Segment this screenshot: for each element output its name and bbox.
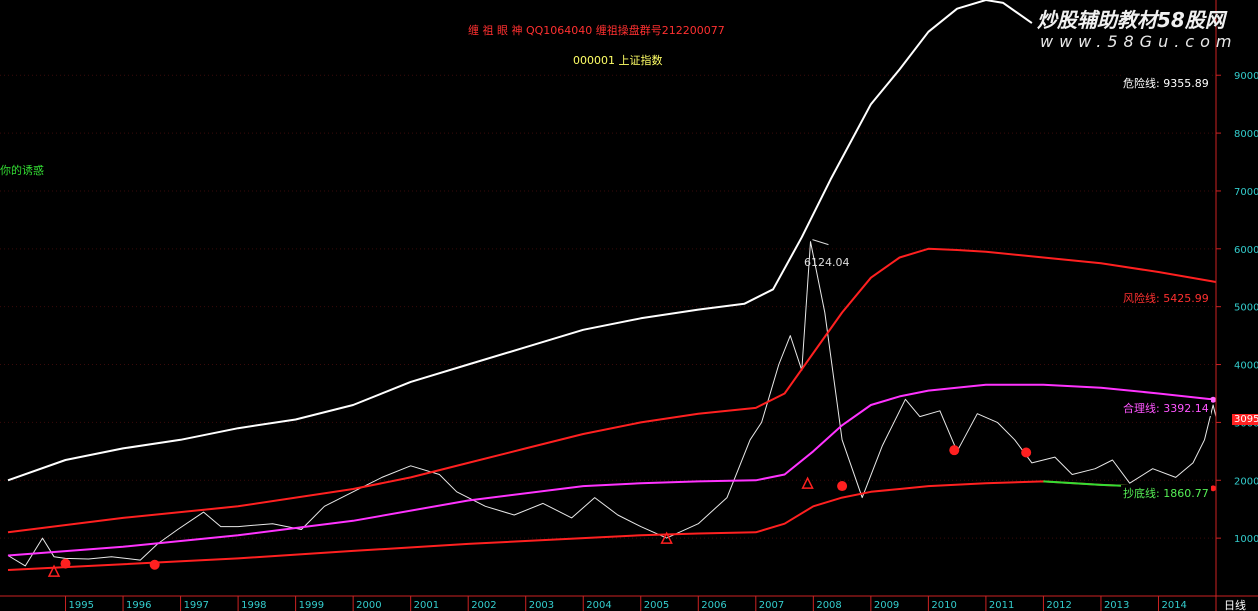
y-tick-label: 8000 <box>1234 129 1258 140</box>
y-tick-label: 9000 <box>1234 71 1258 82</box>
fair-line-label: 合理线: 3392.14 <box>1121 400 1211 416</box>
peak-label: 6124.04 <box>804 256 850 269</box>
x-tick-label: 1999 <box>299 600 324 611</box>
risk-line-label: 风险线: 5425.99 <box>1121 290 1211 306</box>
series-line-合理线 <box>7 383 1217 557</box>
buy-signal-dot <box>1021 447 1032 458</box>
x-tick-label: 2011 <box>989 600 1014 611</box>
series-line-危险线 <box>7 0 1033 482</box>
peak-leader <box>812 239 829 246</box>
series-layer <box>7 0 1217 571</box>
y-tick-label: 2000 <box>1234 476 1258 487</box>
x-tick-label: 2002 <box>471 600 496 611</box>
signal-triangle <box>660 531 673 544</box>
x-tick-label: 2012 <box>1046 600 1071 611</box>
signal-triangle <box>47 564 61 577</box>
signal-triangle <box>801 476 814 489</box>
period-tab-daily[interactable]: 日线 <box>1224 599 1246 611</box>
x-tick-label: 2008 <box>816 600 841 611</box>
x-tick-label: 2003 <box>529 600 554 611</box>
x-tick-label: 1997 <box>184 600 209 611</box>
x-tick-label: 2006 <box>701 600 726 611</box>
fair-line-end-dot <box>1210 396 1217 403</box>
x-tick-label: 2014 <box>1161 600 1186 611</box>
security-name: 000001 上证指数 <box>573 54 663 67</box>
x-tick-label: 2013 <box>1104 600 1129 611</box>
watermark-url: www.58Gu.com <box>1040 32 1238 51</box>
x-tick-label: 2010 <box>931 600 956 611</box>
series-line-风险线 <box>7 247 1217 534</box>
x-tick-label: 2005 <box>644 600 669 611</box>
x-tick-label: 1995 <box>69 600 94 611</box>
current-price-tag: 3095 <box>1232 414 1258 425</box>
x-tick-label: 2000 <box>356 600 381 611</box>
buy-signal-dot <box>149 559 160 570</box>
buy-signal-dot <box>837 481 848 492</box>
danger-line-label: 危险线: 9355.89 <box>1121 75 1211 91</box>
x-tick-label: 2004 <box>586 600 611 611</box>
bottom-line-end-dot <box>1210 485 1217 492</box>
y-tick-label: 1000 <box>1234 534 1258 545</box>
watermark-title: 炒股辅助教材58股网 <box>1037 8 1225 32</box>
series-line-上证指数 <box>7 241 1217 567</box>
side-note: 你的诱惑 <box>0 164 44 177</box>
y-tick-label: 7000 <box>1234 187 1258 198</box>
x-tick-label: 2001 <box>414 600 439 611</box>
x-tick-label: 1996 <box>126 600 151 611</box>
y-tick-label: 5000 <box>1234 303 1258 314</box>
chart-header-title: 缠 祖 眼 神 QQ1064040 缠祖操盘群号212200077 <box>468 24 725 37</box>
y-tick-label: 6000 <box>1234 245 1258 256</box>
x-tick-label: 2007 <box>759 600 784 611</box>
bottom-line-label: 抄底线: 1860.77 <box>1121 485 1211 501</box>
buy-signal-dot <box>949 445 960 456</box>
x-tick-label: 1998 <box>241 600 266 611</box>
buy-signal-dot <box>60 558 71 569</box>
y-tick-label: 4000 <box>1234 361 1258 372</box>
series-line-抄底线 <box>7 480 1217 571</box>
grid <box>0 74 1216 539</box>
signal-markers <box>47 239 1217 577</box>
x-tick-label: 2009 <box>874 600 899 611</box>
